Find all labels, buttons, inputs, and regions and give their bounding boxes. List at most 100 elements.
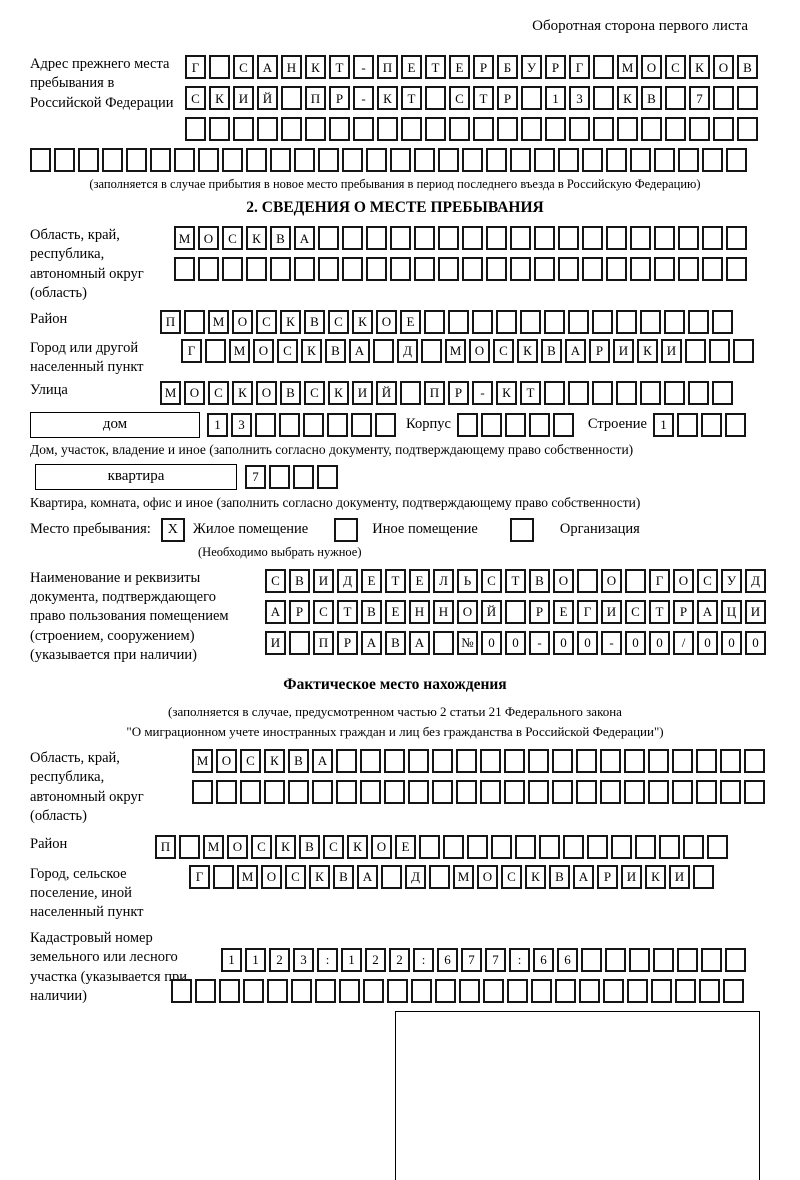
- char-cell: О: [216, 748, 237, 773]
- char-cell: [737, 86, 758, 110]
- char-cell: [270, 148, 291, 172]
- char-cell: [414, 148, 435, 172]
- char-cell: Т: [649, 599, 670, 624]
- char-cell: А: [697, 599, 718, 624]
- char-cell: [733, 338, 754, 363]
- char-cell: Р: [545, 55, 566, 79]
- char-cell: [491, 834, 512, 859]
- char-cell: [627, 978, 648, 1003]
- char-cell: К: [275, 834, 296, 859]
- checkbox-residential[interactable]: X: [160, 517, 185, 542]
- char-cell: [707, 834, 728, 859]
- char-cell: С: [449, 86, 470, 110]
- prev-address-note: (заполняется в случае прибытия в новое м…: [89, 177, 701, 191]
- stay-type-label: Место пребывания:: [30, 521, 151, 538]
- apartment-note: Квартира, комната, офис и иное (заполнит…: [30, 494, 641, 510]
- char-cell: [400, 380, 421, 405]
- char-cell: М: [237, 864, 258, 889]
- char-cell: Г: [181, 338, 202, 363]
- char-cell: [665, 117, 686, 141]
- actual-location-note-line2: "О миграционном учете иностранных гражда…: [126, 723, 664, 739]
- char-cell: К: [352, 309, 373, 334]
- korpus-label: Корпус: [406, 415, 451, 432]
- char-cell: С: [277, 338, 298, 363]
- actual-city-label: Город, сельское поселение, иной населенн…: [30, 865, 144, 921]
- char-cell: [507, 978, 528, 1003]
- char-cell: [438, 226, 459, 250]
- char-cell: [603, 978, 624, 1003]
- char-cell: [425, 86, 446, 110]
- char-cell: А: [265, 599, 286, 624]
- char-cell: [459, 978, 480, 1003]
- char-cell: [606, 226, 627, 250]
- char-cell: [664, 380, 685, 405]
- char-cell: [209, 55, 230, 79]
- char-cell: [700, 412, 722, 437]
- char-cell: С: [481, 568, 502, 593]
- char-cell: [654, 226, 675, 250]
- char-cell: [390, 257, 411, 281]
- char-cell: [279, 412, 300, 437]
- char-cell: [676, 412, 698, 437]
- char-cell: К: [496, 380, 517, 405]
- char-cell: [342, 257, 363, 281]
- char-cell: [685, 338, 706, 363]
- char-cell: И: [233, 86, 254, 110]
- char-cell: [360, 748, 381, 773]
- char-cell: [659, 834, 680, 859]
- char-cell: [102, 148, 123, 172]
- char-cell: -: [353, 55, 374, 79]
- char-cell: [435, 978, 456, 1003]
- char-cell: К: [232, 380, 253, 405]
- char-cell: [744, 748, 765, 773]
- char-cell: Е: [400, 309, 421, 334]
- char-cell: [387, 978, 408, 1003]
- char-cell: :: [413, 947, 434, 972]
- char-cell: 0: [649, 630, 670, 655]
- apartment-box: квартира: [35, 463, 237, 490]
- char-cell: Т: [505, 568, 526, 593]
- char-cell: [126, 148, 147, 172]
- char-cell: К: [689, 55, 710, 79]
- char-cell: [377, 117, 398, 141]
- char-cell: Н: [433, 599, 454, 624]
- char-cell: Й: [376, 380, 397, 405]
- checkbox-organization[interactable]: [509, 517, 534, 542]
- char-cell: К: [209, 86, 230, 110]
- cadastral-row-2: [171, 978, 746, 1003]
- char-cell: Р: [529, 599, 550, 624]
- char-cell: А: [409, 630, 430, 655]
- char-cell: [432, 748, 453, 773]
- char-cell: -: [601, 630, 622, 655]
- char-cell: О: [184, 380, 205, 405]
- char-cell: Е: [385, 599, 406, 624]
- char-cell: [688, 380, 709, 405]
- char-cell: [712, 309, 733, 334]
- checkbox-other-premises[interactable]: [334, 517, 359, 542]
- char-cell: Ь: [457, 568, 478, 593]
- char-cell: [483, 978, 504, 1003]
- char-cell: А: [294, 226, 315, 250]
- char-cell: Г: [577, 599, 598, 624]
- char-cell: И: [352, 380, 373, 405]
- char-cell: Т: [473, 86, 494, 110]
- char-cell: 1: [341, 947, 362, 972]
- city-label: Город или другой населенный пункт: [30, 339, 144, 376]
- char-cell: А: [565, 338, 586, 363]
- char-cell: [78, 148, 99, 172]
- char-cell: К: [301, 338, 322, 363]
- char-cell: [593, 117, 614, 141]
- char-cell: [198, 148, 219, 172]
- char-cell: [185, 117, 206, 141]
- char-cell: И: [745, 599, 766, 624]
- char-cell: Т: [401, 86, 422, 110]
- char-cell: [720, 748, 741, 773]
- char-cell: 7: [245, 464, 266, 489]
- char-cell: В: [529, 568, 550, 593]
